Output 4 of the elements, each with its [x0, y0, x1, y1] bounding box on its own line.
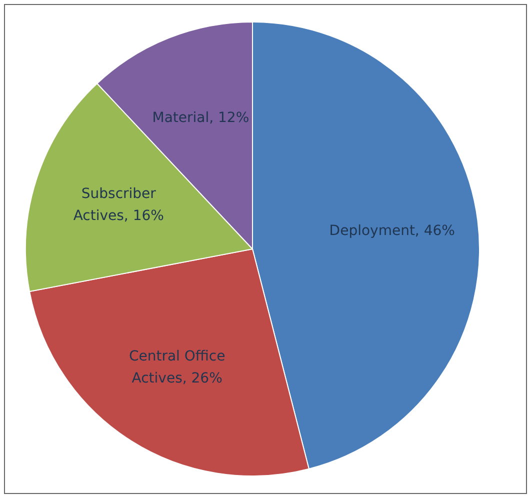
slice-label: Subscriber Actives, 16%	[73, 186, 164, 224]
slice-label: Material, 12%	[152, 110, 250, 126]
slice-label: Central Office Actives, 26%	[128, 348, 226, 386]
slice-label: Deployment, 46%	[329, 223, 455, 239]
